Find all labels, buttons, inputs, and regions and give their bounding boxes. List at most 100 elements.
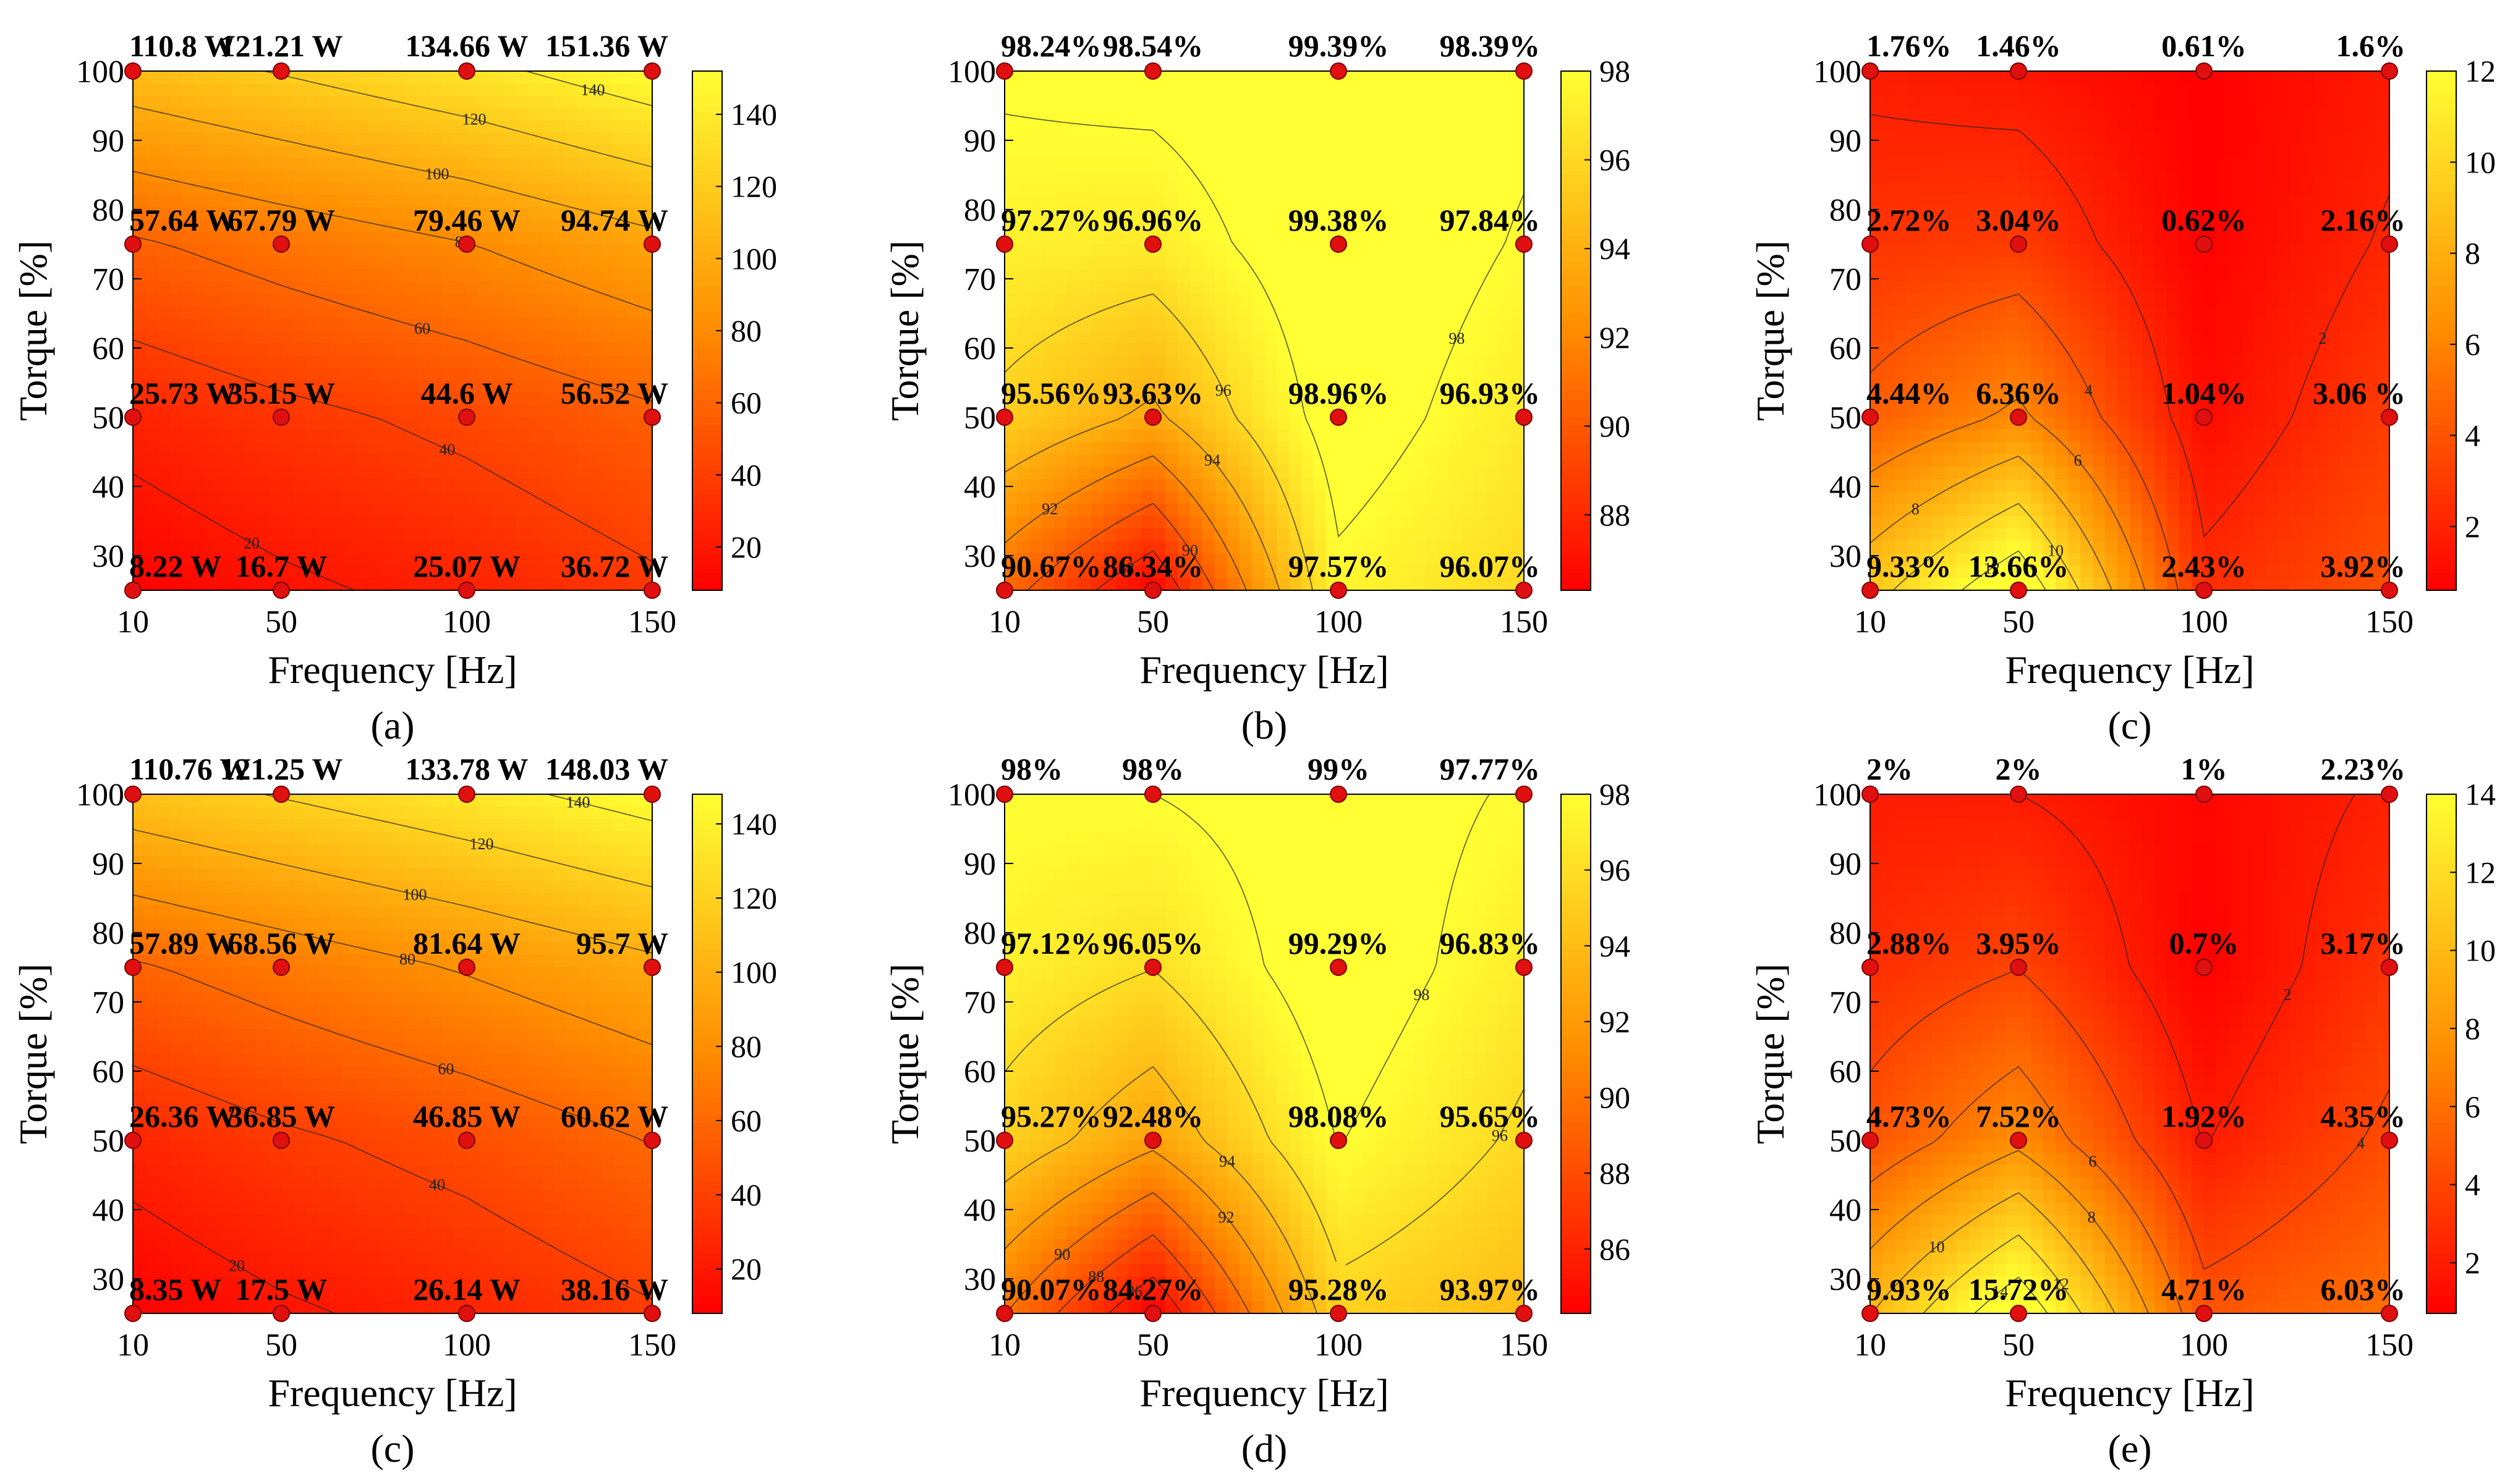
heat-cell <box>331 331 344 344</box>
heat-cell <box>1351 355 1364 368</box>
y-tick-label: 60 <box>964 331 996 367</box>
heat-cell <box>306 479 319 492</box>
heat-cell <box>1994 96 2007 109</box>
heat-cell <box>1017 133 1030 146</box>
heat-cell <box>1277 182 1290 195</box>
heat-cell <box>244 528 257 541</box>
heat-cell <box>467 145 480 158</box>
heat-cell <box>1351 294 1364 307</box>
heat-cell <box>331 442 344 455</box>
heat-cell <box>368 467 381 480</box>
heat-cell <box>454 442 467 455</box>
heat-cell <box>2154 281 2167 294</box>
heat-cell <box>615 145 628 158</box>
heat-cell <box>640 491 653 504</box>
contour-label: 60 <box>414 320 430 337</box>
heat-cell <box>1981 479 1994 492</box>
heat-cell <box>1425 145 1438 158</box>
heat-cell <box>1338 269 1351 282</box>
heat-cell <box>1351 121 1364 134</box>
heat-cell <box>627 121 640 134</box>
heat-cell <box>1178 306 1191 319</box>
heat-cell <box>294 578 307 591</box>
heat-cell <box>1907 83 1920 96</box>
heat-cell <box>1042 392 1055 405</box>
heat-cell <box>368 430 381 443</box>
heat-cell <box>615 392 628 405</box>
heat-cell <box>541 405 554 418</box>
heat-cell <box>603 417 616 430</box>
heat-cell <box>442 195 455 208</box>
data-label: 25.73 W <box>129 376 237 410</box>
heat-cell <box>1462 71 1475 84</box>
heat-cell <box>2093 182 2106 195</box>
heat-cell <box>1227 96 1240 109</box>
heat-cell <box>590 71 603 84</box>
heat-cell <box>1388 170 1401 183</box>
heat-cell <box>553 541 566 554</box>
heat-cell <box>1425 454 1438 467</box>
heat-cell <box>1512 83 1525 96</box>
heat-cell <box>2179 504 2192 517</box>
heat-cell <box>1969 430 1982 443</box>
heat-cell <box>479 516 492 529</box>
colorbar-step <box>1561 564 1591 574</box>
heat-cell <box>566 71 579 84</box>
heat-cell <box>1029 269 1042 282</box>
colorbar-step <box>692 339 722 349</box>
heat-cell <box>1029 516 1042 529</box>
heat-cell <box>306 430 319 443</box>
heat-cell <box>195 479 208 492</box>
heat-cell <box>1944 170 1957 183</box>
heat-cell <box>2192 182 2205 195</box>
heat-cell <box>1202 405 1215 418</box>
heat-cell <box>1994 83 2007 96</box>
heat-cell <box>343 541 356 554</box>
heat-cell <box>1388 516 1401 529</box>
heat-cell <box>1202 343 1215 356</box>
heat-cell <box>331 491 344 504</box>
heat-cell <box>343 195 356 208</box>
heat-cell <box>1042 195 1055 208</box>
heat-cell <box>195 170 208 183</box>
heat-cell <box>207 294 220 307</box>
heat-cell <box>2068 405 2081 418</box>
heat-cell <box>133 219 146 232</box>
heat-cell <box>158 417 171 430</box>
heat-cell <box>1017 368 1030 381</box>
heat-cell <box>1029 158 1042 171</box>
heat-cell <box>430 257 443 269</box>
heat-cell <box>1907 108 1920 121</box>
heat-cell <box>281 269 294 282</box>
heat-cell <box>1042 182 1055 195</box>
heat-cell <box>627 244 640 257</box>
heat-cell <box>529 83 542 96</box>
heat-cell <box>170 405 183 418</box>
heat-cell <box>343 380 356 393</box>
heat-cell <box>281 108 294 121</box>
heat-cell <box>195 281 208 294</box>
heat-cell <box>219 306 232 319</box>
heat-cell <box>355 417 368 430</box>
heat-cell <box>1920 355 1933 368</box>
heat-cell <box>355 133 368 146</box>
heat-cell <box>1202 380 1215 393</box>
heat-cell <box>1400 380 1413 393</box>
heat-cell <box>244 343 257 356</box>
heat-cell <box>566 491 579 504</box>
heat-cell <box>207 417 220 430</box>
heat-cell <box>145 170 158 183</box>
heat-cell <box>1029 108 1042 121</box>
heat-cell <box>2043 306 2056 319</box>
heat-cell <box>207 442 220 455</box>
heat-cell <box>1920 158 1933 171</box>
heat-cell <box>195 318 208 331</box>
heat-cell <box>1487 71 1500 84</box>
heat-cell <box>133 269 146 282</box>
heat-cell <box>504 566 517 579</box>
heat-cell <box>133 281 146 294</box>
heat-cell <box>1314 158 1327 171</box>
heat-cell <box>294 553 307 566</box>
heat-cell <box>1104 244 1117 257</box>
